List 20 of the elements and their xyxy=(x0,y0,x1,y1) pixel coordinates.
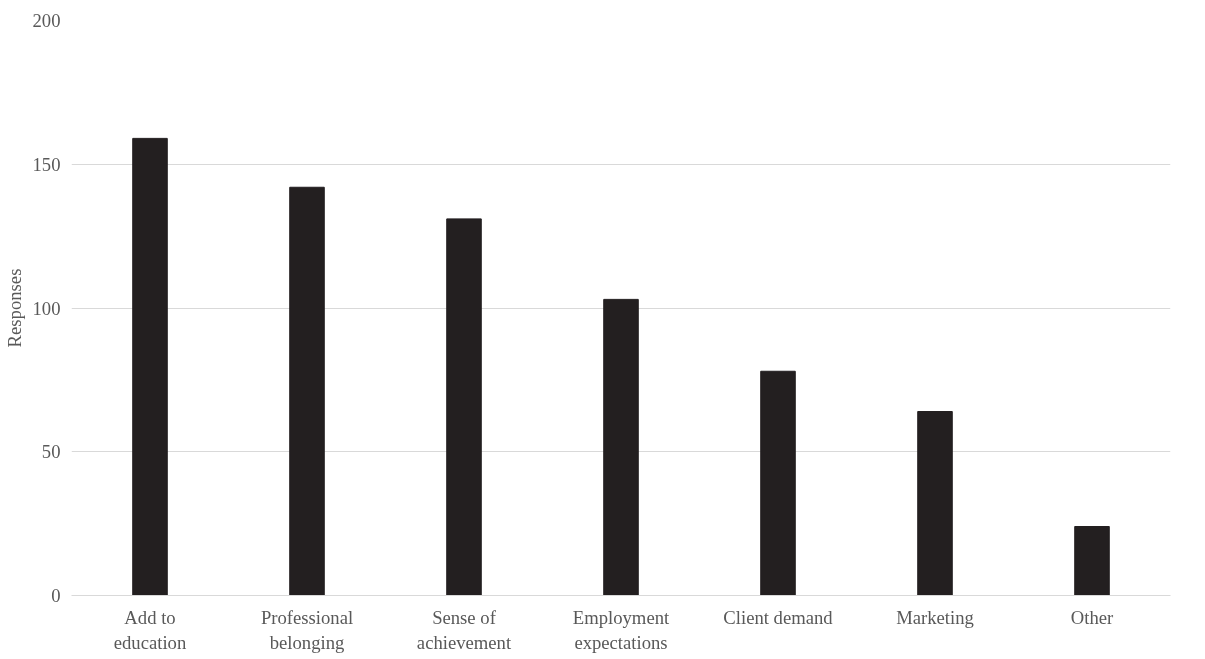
bar xyxy=(603,298,639,596)
bar xyxy=(446,218,482,596)
y-tick-label: 0 xyxy=(51,585,61,606)
x-tick-label: Client demand xyxy=(723,606,834,628)
y-tick-label: 100 xyxy=(32,297,61,319)
y-tick-label: 150 xyxy=(32,153,61,175)
bar xyxy=(132,137,168,596)
y-tick-label: 50 xyxy=(41,441,61,463)
x-tick-label: Professional belonging xyxy=(260,606,354,653)
bar xyxy=(1074,526,1110,596)
x-tick-label: Sense of achievement xyxy=(416,606,512,653)
bar xyxy=(917,411,953,596)
bar xyxy=(289,186,325,596)
x-tick-label: Employment expectations xyxy=(572,606,671,653)
y-tick-label: 200 xyxy=(32,10,61,31)
y-axis-title: Responses xyxy=(3,268,25,348)
bar xyxy=(760,370,796,596)
x-tick-label: Marketing xyxy=(896,606,974,628)
x-tick-label: Other xyxy=(1070,606,1115,628)
x-tick-label: Add to education xyxy=(113,606,187,653)
